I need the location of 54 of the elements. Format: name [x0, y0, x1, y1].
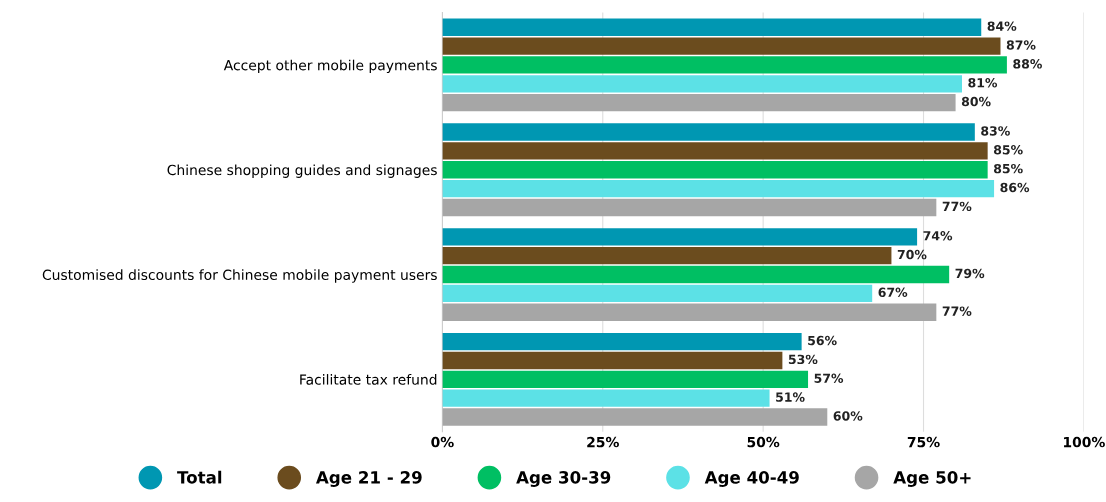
- x-tick-label: 75%: [907, 436, 940, 448]
- bar: [442, 142, 988, 160]
- data-label: 77%: [942, 201, 972, 212]
- data-label: 51%: [776, 392, 805, 402]
- data-label: 70%: [897, 249, 927, 260]
- bar: [442, 246, 892, 265]
- data-label: 57%: [814, 373, 844, 383]
- bar: [442, 37, 1001, 55]
- x-tick-label: 50%: [747, 436, 780, 448]
- legend-label: Age 50+: [893, 471, 971, 487]
- data-label: 85%: [993, 163, 1023, 174]
- y-tick-label: Chinese shopping guides and signages: [167, 164, 437, 178]
- legend-label: Total: [177, 470, 222, 484]
- data-label: 56%: [808, 335, 837, 346]
- y-tick-label: Facilitate tax refund: [300, 374, 437, 385]
- bar: [442, 18, 982, 36]
- data-label: 86%: [1000, 182, 1030, 193]
- x-tick-label: 0%: [431, 436, 454, 448]
- bar: [442, 198, 937, 217]
- bar: [442, 351, 783, 370]
- data-label: 79%: [955, 268, 985, 279]
- bar: [442, 93, 956, 112]
- legend-label: Age 40-49: [704, 471, 799, 487]
- bar: [442, 408, 828, 426]
- bar: [442, 389, 770, 407]
- x-tick-label: 100%: [1063, 436, 1105, 448]
- bar: [442, 75, 962, 93]
- data-label: 67%: [878, 287, 908, 298]
- legend-label: Age 21 - 29: [315, 471, 422, 487]
- data-label: 53%: [788, 354, 818, 365]
- bar: [442, 284, 873, 303]
- data-label: 74%: [923, 230, 953, 241]
- x-tick-label: 25%: [587, 436, 619, 448]
- y-tick-label: Customised discounts for Chinese mobile payment users: [42, 269, 437, 283]
- bar: [442, 179, 995, 198]
- data-label: 81%: [968, 77, 998, 88]
- data-label: 83%: [981, 126, 1010, 136]
- bar: [442, 228, 918, 246]
- bar: [442, 161, 988, 179]
- bar: [442, 56, 1007, 74]
- data-label: 87%: [1006, 40, 1036, 50]
- data-label: 84%: [987, 21, 1017, 31]
- data-label: 77%: [942, 306, 972, 316]
- bar: [442, 123, 975, 141]
- bar: [442, 370, 809, 388]
- bar: [442, 265, 950, 284]
- bar: [442, 332, 802, 351]
- legend-label: Age 30-39: [516, 471, 611, 487]
- data-label: 85%: [993, 145, 1023, 155]
- y-tick-label: Accept other mobile payments: [223, 59, 437, 74]
- data-label: 80%: [961, 96, 991, 107]
- data-label: 60%: [833, 411, 863, 421]
- data-label: 88%: [1013, 59, 1042, 69]
- bar: [442, 303, 937, 321]
